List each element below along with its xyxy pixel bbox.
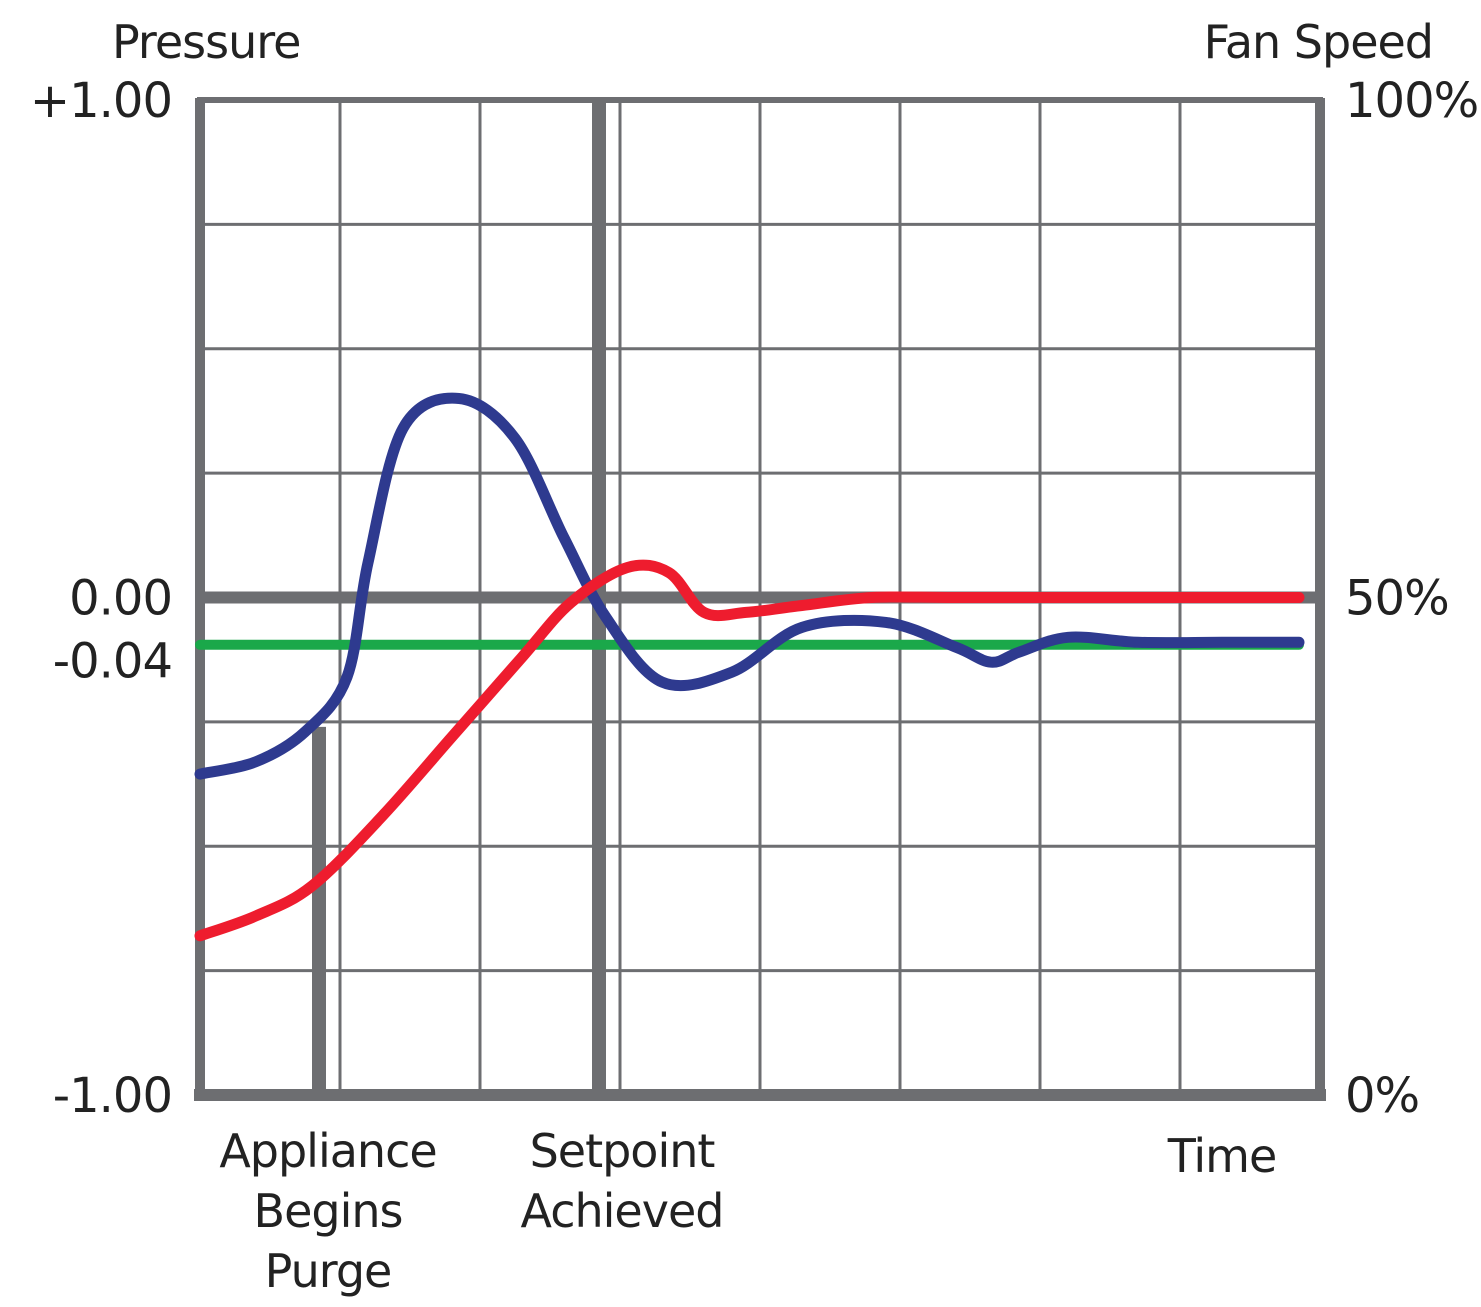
y-right-tick-label: 100% (1345, 73, 1478, 129)
event-labels: Appliance Begins Purge Setpoint Achieved (219, 1124, 724, 1298)
plot-frame (194, 97, 1326, 1101)
y-right-tick-label: 0% (1345, 1068, 1419, 1124)
y-left-axis-title: Pressure (112, 15, 300, 69)
event-label: Appliance Begins Purge (219, 1124, 436, 1298)
series-line-fan-speed (194, 559, 1305, 942)
event-label-line: Achieved (521, 1184, 724, 1238)
event-label: Setpoint Achieved (521, 1124, 724, 1238)
event-label-line: Appliance (219, 1124, 436, 1178)
y-left-tick-labels: +1.00 0.00 -0.04 -1.00 (30, 73, 173, 1124)
y-right-axis-title: Fan Speed (1204, 15, 1433, 69)
y-left-tick-label: +1.00 (30, 73, 172, 129)
series-group (194, 392, 1305, 942)
x-axis-title: Time (1167, 1129, 1277, 1183)
event-label-line: Begins (254, 1184, 403, 1238)
y-right-tick-labels: 100% 50% 0% (1345, 73, 1479, 1124)
y-right-tick-label: 50% (1345, 571, 1449, 627)
y-left-tick-label: -1.00 (53, 1068, 172, 1124)
event-label-line: Setpoint (530, 1124, 715, 1178)
series-line-pressure (194, 392, 1305, 780)
event-label-line: Purge (265, 1244, 392, 1298)
y-left-tick-label: -0.04 (53, 634, 172, 690)
y-left-tick-label: 0.00 (69, 571, 172, 627)
